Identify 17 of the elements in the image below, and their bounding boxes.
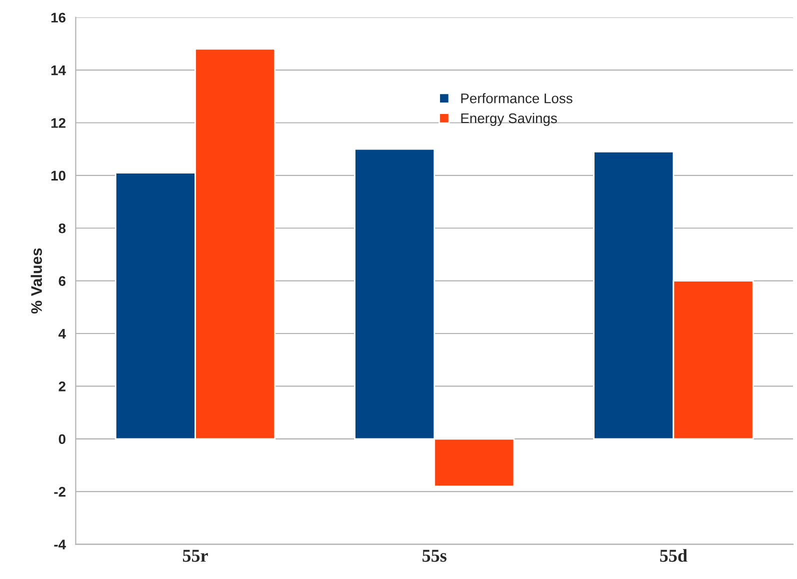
y-tick-label: 6 bbox=[58, 276, 66, 286]
y-tick-label: -4 bbox=[54, 540, 66, 550]
y-tick-label: 4 bbox=[58, 328, 66, 339]
y-tick-label: 16 bbox=[51, 12, 66, 23]
x-tick-label: 55d bbox=[660, 549, 688, 562]
x-tick-label: 55r bbox=[182, 550, 208, 562]
y-tick-label: 8 bbox=[58, 223, 66, 234]
y-tick-label: 12 bbox=[51, 118, 66, 128]
x-tick-label: 55s bbox=[422, 550, 446, 562]
y-tick-label: -2 bbox=[54, 486, 66, 497]
legend-label: Performance Loss bbox=[461, 93, 572, 104]
y-tick-label: 0 bbox=[58, 434, 66, 444]
y-axis-title: % Values bbox=[30, 248, 42, 314]
y-tick-label: 10 bbox=[51, 170, 66, 181]
y-tick-label: 2 bbox=[58, 382, 66, 392]
legend-label: Energy Savings bbox=[461, 112, 557, 126]
y-tick-label: 14 bbox=[51, 66, 66, 76]
